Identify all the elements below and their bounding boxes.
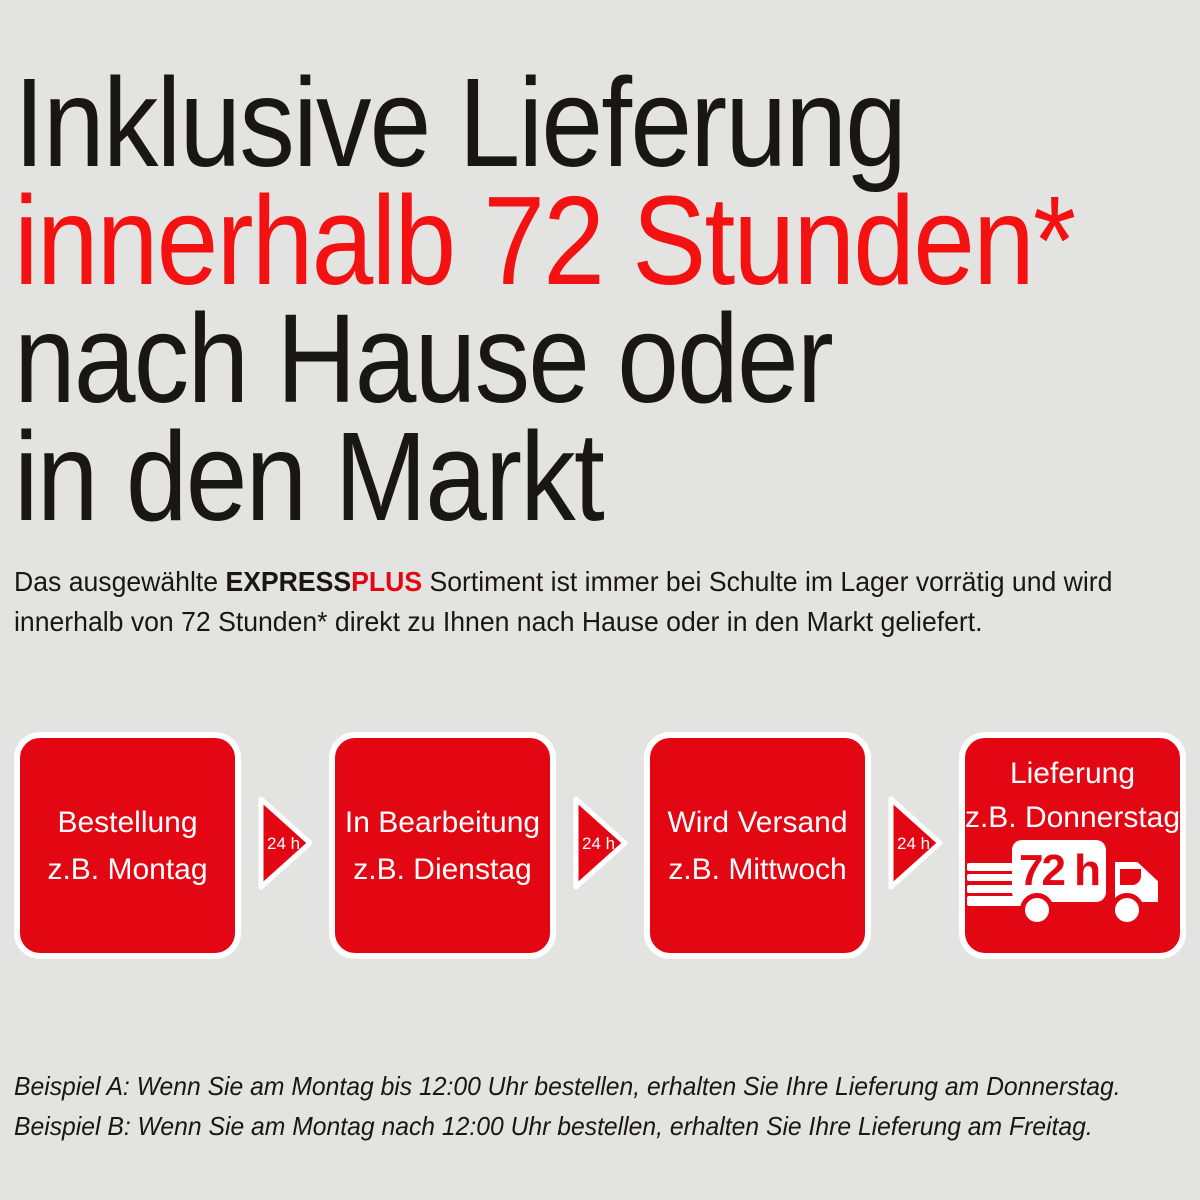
arrow-24h-icon: 24 h bbox=[888, 796, 943, 890]
intro-line-2: innerhalb von 72 Stunden* direkt zu Ihne… bbox=[14, 606, 983, 637]
arrow-triangle bbox=[258, 796, 313, 890]
brand-plus: PLUS bbox=[351, 566, 423, 597]
headline: Inklusive Lieferung innerhalb 72 Stunden… bbox=[14, 52, 1200, 547]
step-bestellung: Bestellung z.B. Montag bbox=[14, 732, 241, 959]
intro-rest-line1: Sortiment ist immer bei Schulte im Lager… bbox=[422, 566, 1113, 597]
step-title: Lieferung bbox=[1009, 757, 1136, 790]
step-example: z.B. Montag bbox=[47, 852, 208, 886]
intro-paragraph: Das ausgewählte EXPRESSPLUS Sortiment is… bbox=[14, 562, 1112, 642]
step-example: z.B. Mittwoch bbox=[668, 852, 847, 886]
truck-wheel-icon bbox=[1110, 893, 1144, 927]
headline-line-2: innerhalb 72 Stunden* bbox=[14, 170, 1076, 311]
arrow-label: 24 h bbox=[267, 834, 300, 853]
truck-window bbox=[1120, 869, 1141, 885]
speed-line-icon bbox=[967, 896, 1045, 906]
arrow-triangle bbox=[573, 796, 628, 890]
speed-line-icon bbox=[967, 874, 1029, 881]
arrow-label: 24 h bbox=[582, 834, 615, 853]
step-title: Bestellung bbox=[57, 805, 198, 839]
truck-cargo-box: 72 h bbox=[1012, 840, 1106, 902]
step-title: In Bearbeitung bbox=[344, 805, 541, 839]
footnote-example-a: Beispiel A: Wenn Sie am Montag bis 12:00… bbox=[14, 1071, 1121, 1101]
step-in-bearbeitung: In Bearbeitung z.B. Dienstag bbox=[329, 732, 556, 959]
step-example: z.B. Dienstag bbox=[353, 852, 532, 886]
brand-express: EXPRESS bbox=[225, 566, 352, 597]
truck-72h-label: 72 h bbox=[1018, 846, 1101, 895]
headline-line-3: nach Hause oder bbox=[14, 288, 834, 429]
footnotes: Beispiel A: Wenn Sie am Montag bis 12:00… bbox=[14, 1066, 1121, 1146]
step-title: Wird Versand bbox=[667, 805, 848, 839]
truck-wheel-icon bbox=[1020, 893, 1054, 927]
footnote-example-b: Beispiel B: Wenn Sie am Montag nach 12:0… bbox=[14, 1111, 1093, 1141]
step-example: z.B. Donnerstag bbox=[964, 801, 1181, 834]
step-wird-versand: Wird Versand z.B. Mittwoch bbox=[644, 732, 871, 959]
arrow-24h-icon: 24 h bbox=[258, 796, 313, 890]
step-lieferung: Lieferung z.B. Donnerstag 72 h bbox=[959, 732, 1186, 959]
arrow-label: 24 h bbox=[897, 834, 930, 853]
headline-line-4: in den Markt bbox=[14, 406, 605, 547]
speed-line-icon bbox=[967, 885, 1029, 893]
intro-line-1: Das ausgewählte EXPRESSPLUS Sortiment is… bbox=[14, 562, 1112, 602]
headline-line-1: Inklusive Lieferung bbox=[14, 52, 907, 193]
arrow-triangle bbox=[888, 796, 943, 890]
speed-line-icon bbox=[967, 863, 1029, 871]
arrow-24h-icon: 24 h bbox=[573, 796, 628, 890]
intro-pre-text: Das ausgewählte bbox=[14, 566, 226, 597]
